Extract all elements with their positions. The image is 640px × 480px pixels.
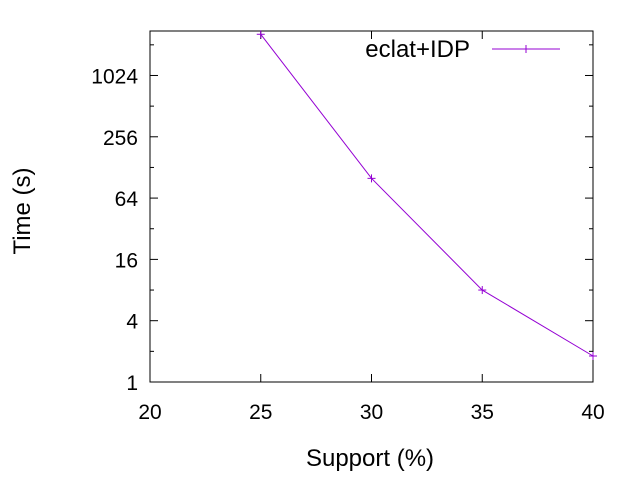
- y-tick-label: 1024: [91, 65, 138, 88]
- series-group: [256, 30, 597, 361]
- y-tick-label: 4: [126, 311, 138, 334]
- x-tick-label: 30: [360, 401, 383, 424]
- y-axis: 1 4 16 64 256 1024: [91, 44, 593, 395]
- legend: eclat+IDP: [365, 36, 560, 63]
- plot-area: [149, 30, 594, 383]
- x-tick-label: 35: [471, 401, 494, 424]
- x-tick-label: 25: [249, 401, 272, 424]
- y-tick-label: 256: [103, 127, 138, 150]
- data-point: [478, 286, 487, 295]
- series-line: [260, 33, 594, 357]
- x-tick-label: 40: [581, 401, 604, 424]
- data-point: [589, 352, 597, 361]
- y-axis-title: Time (s): [9, 167, 36, 254]
- y-tick-label: 64: [115, 188, 139, 211]
- x-tick-label: 20: [138, 401, 161, 424]
- legend-label: eclat+IDP: [365, 36, 470, 63]
- y-tick-label: 16: [115, 249, 138, 272]
- data-point: [256, 30, 265, 39]
- data-point: [367, 174, 376, 183]
- plot-frame: [149, 30, 594, 383]
- y-tick-label: 1: [126, 372, 138, 395]
- x-axis-title: Support (%): [306, 445, 434, 472]
- x-axis: 20 25 30 35 40: [138, 31, 605, 424]
